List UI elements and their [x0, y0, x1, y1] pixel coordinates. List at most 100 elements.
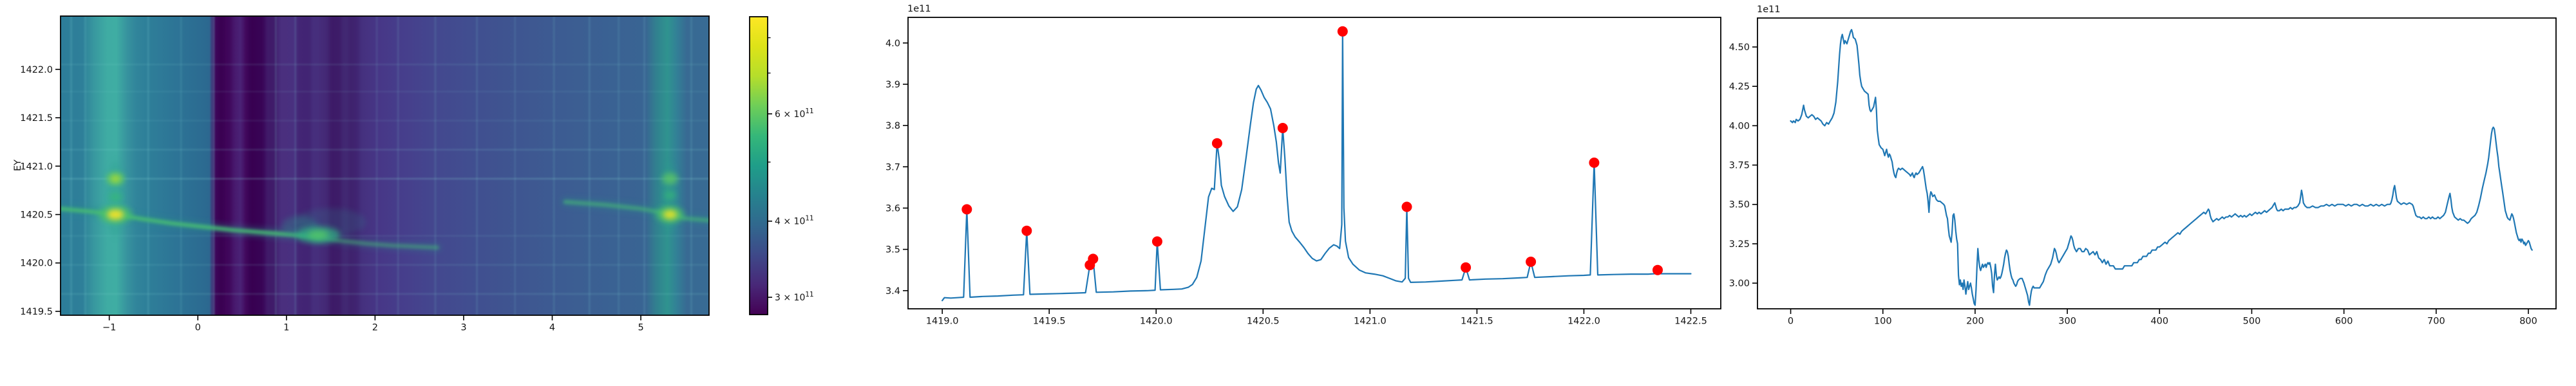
- heatmap-emission-blob: [308, 230, 329, 240]
- timeseries-x-tick-label: 600: [2335, 317, 2353, 327]
- timeseries-y-tick-label: 3.50: [1729, 200, 1750, 210]
- spectrum-plot-area: [941, 26, 1692, 302]
- timeseries-x-tick-label: 700: [2427, 317, 2445, 327]
- heatmap-light-vline: [70, 16, 73, 315]
- heatmap-light-vline: [553, 16, 555, 315]
- spectrum-peak-marker: [1589, 157, 1600, 168]
- timeseries-x-tick-label: 300: [2058, 317, 2076, 327]
- spectrum-peak-marker: [1401, 201, 1412, 212]
- heatmap-x-tick-label: 5: [638, 323, 643, 333]
- timeseries-x-tick-label: 200: [1966, 317, 1984, 327]
- heatmap-emission-blob: [111, 175, 120, 182]
- heatmap-dark-stripe: [247, 16, 265, 315]
- heatmap-light-hline: [61, 91, 709, 93]
- heatmap-light-vline: [588, 16, 591, 315]
- timeseries-line: [1790, 28, 2533, 306]
- heatmap-y-tick-label: 1422.0: [20, 65, 53, 75]
- heatmap-y-tick-label: 1419.5: [20, 307, 53, 317]
- heatmap-dark-stripe: [348, 16, 359, 315]
- spectrum-x-tick-label: 1419.0: [926, 317, 959, 327]
- colorbar-exponent: 11: [805, 215, 813, 223]
- timeseries-x-tick-label: 800: [2519, 317, 2537, 327]
- heatmap-plot-area: [61, 16, 709, 315]
- heatmap-light-vline: [434, 16, 437, 315]
- spectrum-y-tick-label: 3.9: [886, 80, 900, 90]
- heatmap-y-tick-label: 1421.5: [20, 113, 53, 124]
- heatmap-axes: −1 0 1 2 3 4 5 1422.0 1421.5 1421.0 1420.5 1420.0 14…: [20, 15, 710, 333]
- heatmap-light-vline: [213, 16, 215, 315]
- heatmap-emission-blob: [663, 210, 677, 219]
- timeseries-x-tick-label: 400: [2150, 317, 2168, 327]
- spectrum-x-tick-label: 1420.0: [1140, 317, 1173, 327]
- spectrum-peak-marker: [1211, 138, 1222, 149]
- colorbar-exponent: 11: [805, 291, 813, 299]
- spectrum-x-tick-label: 1420.5: [1247, 317, 1280, 327]
- spectrum-x-tick-label: 1421.5: [1461, 317, 1493, 327]
- heatmap-light-vline: [375, 16, 378, 315]
- heatmap-light-vline: [514, 16, 516, 315]
- spectrum-peak-marker: [1088, 253, 1099, 264]
- colorbar-tick-label: 6 × 1011: [775, 107, 814, 120]
- spectrum-x-tick-label: 1422.5: [1674, 317, 1707, 327]
- heatmap-dark-stripe: [214, 16, 225, 315]
- timeseries-x-tick-label: 0: [1788, 317, 1794, 327]
- heatmap-image: [61, 16, 709, 315]
- timeseries-x-tick-label: 100: [1874, 317, 1892, 327]
- heatmap-emission-blob: [109, 192, 122, 202]
- heatmap-dark-stripe: [297, 16, 312, 315]
- heatmap-x-tick-label: 4: [549, 323, 555, 333]
- spectrum-offset-text: 1e11: [907, 4, 931, 14]
- spectrum-peak-marker: [1151, 236, 1162, 247]
- heatmap-light-vline: [618, 16, 620, 315]
- spectrum-line: [941, 30, 1692, 302]
- heatmap-light-vline: [476, 16, 478, 315]
- heatmap-y-axis-label: EY: [13, 159, 23, 172]
- colorbar-frame: [749, 16, 768, 315]
- heatmap-light-hline: [61, 235, 709, 237]
- spectrum-y-tick-label: 3.6: [886, 203, 900, 214]
- spectrum-peak-marker: [1277, 123, 1288, 133]
- spectrum-y-tick-label: 3.8: [886, 121, 900, 131]
- spectrum-x-tick-label: 1421.0: [1354, 317, 1387, 327]
- spectrum-peak-marker: [1653, 264, 1663, 275]
- spectrum-y-tick-label: 4.0: [886, 39, 900, 49]
- spectrum-x-tick-label: 1422.0: [1567, 317, 1600, 327]
- heatmap-y-tick-label: 1420.0: [20, 259, 53, 269]
- colorbar: 6 × 1011 4 × 1011 3 × 1011: [749, 16, 814, 315]
- heatmap-x-tick-label: 3: [460, 323, 466, 333]
- timeseries-y-tick-label: 3.75: [1729, 161, 1750, 171]
- timeseries-frame: [1757, 17, 2557, 309]
- heatmap-light-vline: [274, 16, 277, 315]
- heatmap-light-vline: [84, 16, 87, 315]
- heatmap-x-tick-label: −1: [102, 323, 116, 333]
- heatmap-emission-blob: [662, 172, 678, 185]
- heatmap-light-hline: [61, 293, 709, 295]
- colorbar-tick-label: 3 × 1011: [775, 291, 814, 303]
- spectrum-frame: [907, 17, 1721, 309]
- heatmap-light-vline: [294, 16, 297, 315]
- spectrum-peak-marker: [1021, 225, 1032, 236]
- timeseries-x-tick-label: 500: [2243, 317, 2261, 327]
- heatmap-x-tick-label: 1: [283, 323, 289, 333]
- heatmap-light-vline: [397, 16, 399, 315]
- heatmap-light-vline: [643, 16, 646, 315]
- timeseries-y-tick-label: 4.50: [1729, 42, 1750, 53]
- heatmap-light-hline: [61, 120, 709, 122]
- heatmap-dark-stripe: [227, 16, 232, 315]
- heatmap-light-hline: [61, 63, 709, 66]
- heatmap-x-tick-label: 0: [195, 323, 201, 333]
- spectrum-y-tick-label: 3.4: [886, 286, 900, 297]
- timeseries-axes: 0 100 200 300 400 500 600 700 800 4.50 4.25 4.00 3.7…: [1729, 17, 2557, 327]
- spectrum-peak-marker: [961, 204, 972, 215]
- heatmap-light-hline: [61, 178, 709, 180]
- heatmap-emission-blob: [107, 209, 124, 220]
- heatmap-light-vline: [180, 16, 182, 315]
- heatmap-light-hline: [61, 264, 709, 266]
- heatmap-light-hline: [61, 149, 709, 151]
- timeseries-y-tick-label: 4.00: [1729, 121, 1750, 131]
- spectrum-axes: 1419.0 1419.5 1420.0 1420.5 1421.0 1421.5 1422…: [886, 17, 1721, 327]
- colorbar-image: [750, 17, 768, 315]
- timeseries-y-tick-label: 3.25: [1729, 239, 1750, 250]
- colorbar-tick-label: 4 × 1011: [775, 215, 814, 227]
